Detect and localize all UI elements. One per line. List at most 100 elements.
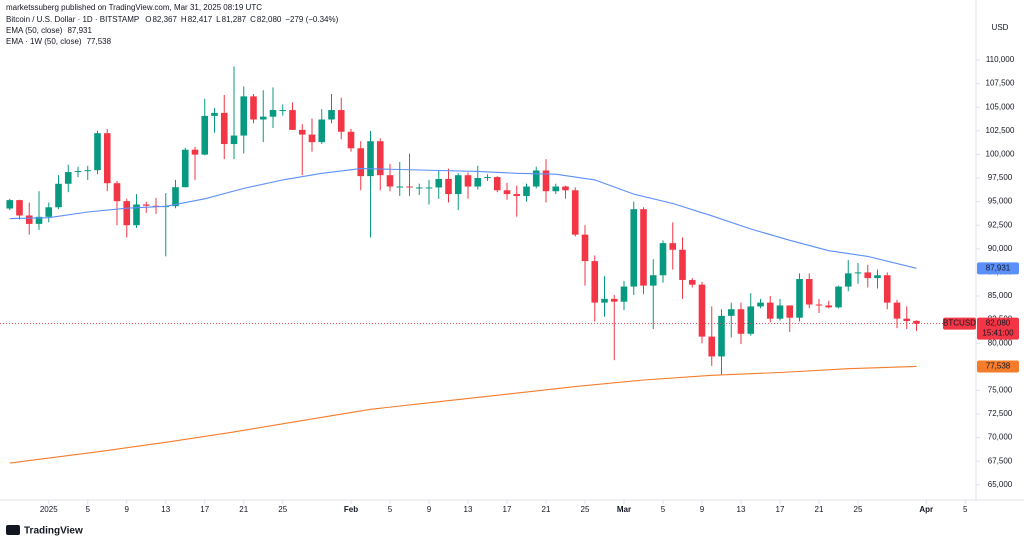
candle-body <box>903 318 911 322</box>
candle-body <box>591 261 599 303</box>
candle-body <box>513 194 521 196</box>
x-tick-label: 25 <box>854 505 863 514</box>
y-tick-label: 90,000 <box>988 244 1013 253</box>
candle-body <box>298 129 306 135</box>
candle-body <box>435 178 443 188</box>
x-tick-label: Mar <box>617 505 631 514</box>
candle-body <box>835 286 842 308</box>
ohlc-key: O <box>145 15 151 24</box>
candle-body <box>172 187 179 207</box>
x-tick-label: 5 <box>388 505 393 514</box>
candle-body <box>786 305 794 318</box>
ohlc-key: H <box>181 15 187 24</box>
candle-body <box>396 186 404 188</box>
candle-body <box>649 275 657 286</box>
candle-body <box>318 119 326 143</box>
candle-body <box>357 148 365 177</box>
candle-body <box>581 234 589 262</box>
candle-body <box>142 204 150 206</box>
x-tick-label: 9 <box>125 505 130 514</box>
change: −279 (−0.34%) <box>285 15 338 24</box>
x-tick-label: 9 <box>427 505 432 514</box>
price-tag <box>977 360 1019 373</box>
candle-body <box>542 170 550 192</box>
legend-name: EMA · 1W (50, close) <box>6 37 82 46</box>
x-tick-label: 17 <box>776 505 785 514</box>
candle-body <box>630 209 638 287</box>
price-tag-label: 82,080 <box>986 319 1011 328</box>
candle-body <box>484 177 491 179</box>
candle-body <box>493 177 501 191</box>
candle-body <box>220 112 228 145</box>
candle-body <box>191 149 199 155</box>
plot <box>0 66 975 464</box>
candle-body <box>386 175 394 187</box>
price-tag-label: 87,931 <box>986 263 1011 272</box>
price-tag <box>977 262 1019 275</box>
ohlc-value: 82,367 <box>152 15 177 24</box>
publisher-note: marketssuberg published on TradingView.c… <box>6 3 262 12</box>
y-tick-label: 97,500 <box>988 173 1013 182</box>
candle-body <box>737 309 745 334</box>
x-tick-label: 5 <box>86 505 91 514</box>
y-tick-label: 110,000 <box>986 55 1015 64</box>
candle-body <box>893 302 901 319</box>
y-tick-label: 95,000 <box>988 197 1013 206</box>
candle-body <box>308 134 316 143</box>
x-tick-label: 13 <box>464 505 473 514</box>
candle-body <box>854 272 862 274</box>
x-tick-label: 21 <box>542 505 551 514</box>
candle-body <box>84 170 92 172</box>
candle-body <box>64 172 72 184</box>
candle-body <box>815 304 823 306</box>
x-tick-label: Apr <box>919 505 933 514</box>
candle-body <box>269 110 277 117</box>
x-tick-label: 2025 <box>40 505 58 514</box>
candle-body <box>718 315 725 357</box>
x-tick-label: Feb <box>344 505 358 514</box>
candle-body <box>259 116 267 120</box>
candle-body <box>445 178 452 195</box>
legend-name: EMA (50, close) <box>6 26 63 35</box>
candle-body <box>415 187 423 189</box>
candle-body <box>35 216 43 224</box>
candle-body <box>230 135 238 145</box>
ohlc-value: 81,287 <box>222 15 247 24</box>
candle-body <box>805 279 813 305</box>
candle-body <box>464 175 472 187</box>
candle-body <box>864 272 872 279</box>
candle-body <box>240 96 248 136</box>
y-tick-label: 107,500 <box>986 79 1015 88</box>
chart-title: Bitcoin / U.S. Dollar · 1D · BITSTAMP <box>6 15 139 24</box>
ohlc-value: 82,080 <box>257 15 282 24</box>
candle-body <box>757 302 764 307</box>
candle-body <box>883 275 891 303</box>
ohlc-key: L <box>216 15 221 24</box>
x-tick-label: 17 <box>200 505 209 514</box>
candle-body <box>727 309 735 316</box>
price-tag <box>977 317 1019 340</box>
legend: Bitcoin / U.S. Dollar · 1D · BITSTAMP O 82… <box>6 15 339 46</box>
x-tick-label: 17 <box>503 505 512 514</box>
candle-body <box>776 305 784 319</box>
candle-body <box>601 298 608 303</box>
candle-body <box>55 183 62 208</box>
ema-line <box>9 168 917 269</box>
candle-body <box>796 279 803 318</box>
candle-body <box>16 200 23 216</box>
countdown: 15:41:00 <box>982 329 1014 338</box>
ema-line <box>9 365 917 464</box>
candle-body <box>328 110 335 120</box>
candle-body <box>337 110 345 132</box>
candle-body <box>45 207 53 217</box>
candle-body <box>250 96 257 120</box>
candle-body <box>532 170 540 187</box>
candle-body <box>659 243 667 276</box>
footer: TradingView <box>6 525 83 537</box>
candle-body <box>669 243 677 250</box>
y-tick-label: 75,000 <box>988 386 1013 395</box>
x-tick-label: 25 <box>581 505 590 514</box>
price-tag-label: 77,538 <box>986 362 1011 371</box>
candle-body <box>844 273 852 287</box>
